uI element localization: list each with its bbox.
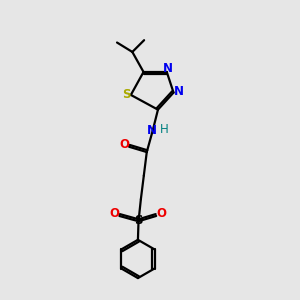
Text: H: H [160,123,168,136]
Text: O: O [119,139,129,152]
Text: O: O [109,207,119,220]
Text: N: N [174,85,184,98]
Text: O: O [157,207,166,220]
Text: S: S [135,214,143,227]
Text: N: N [163,62,173,75]
Text: S: S [122,88,130,101]
Text: N: N [147,124,157,137]
